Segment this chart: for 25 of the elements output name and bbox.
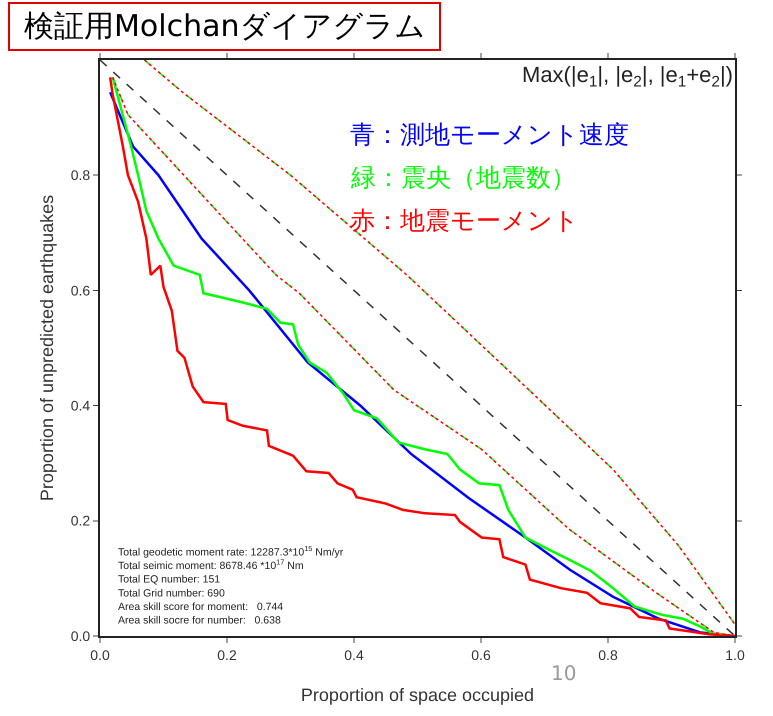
text: 青：測地モーメント速度 bbox=[350, 120, 629, 149]
annotation: Area skill score for moment: 0.744 bbox=[118, 601, 284, 614]
x-tick-label: 0.0 bbox=[90, 646, 110, 663]
annotation: Total Grid number: 690 bbox=[118, 587, 225, 600]
x-tick-label: 0.6 bbox=[471, 646, 491, 663]
x-tick-label: 1.0 bbox=[725, 646, 745, 663]
text: Max(|e$_{1}$|, |e$_{2}$|, |e$_{1}$+e$_{2}$|) bbox=[522, 62, 734, 91]
y-tick-label: 0.0 bbox=[70, 628, 90, 644]
annotation: Total seimic moment: 8678.46 *10$^{17}$ Nm bbox=[118, 558, 304, 572]
x-tick-label: 0.4 bbox=[344, 646, 364, 663]
y-axis-title: Proportion of unpredicted earthquakes bbox=[37, 194, 57, 502]
annotation: Area skill socre for number: 0.638 bbox=[118, 614, 281, 627]
x-tick-label: 0.2 bbox=[217, 646, 237, 663]
y-tick-label: 0.8 bbox=[70, 167, 90, 184]
annotation: Total geodetic moment rate: 12287.3*10$^{15}$ Nm/yr bbox=[118, 544, 344, 558]
annotation: Total EQ number: 151 bbox=[118, 574, 220, 586]
y-tick-label: 0.6 bbox=[70, 282, 90, 298]
text: 赤：地震モーメント bbox=[350, 206, 579, 235]
text: 10 bbox=[551, 661, 576, 685]
x-axis-title: Proportion of space occupied bbox=[300, 685, 534, 705]
chart-title: 検証用Molchanダイアグラム bbox=[8, 2, 442, 51]
y-tick-label: 0.2 bbox=[70, 512, 90, 529]
y-tick-label: 0.4 bbox=[70, 398, 90, 414]
text: 緑：震央（地震数） bbox=[350, 163, 576, 192]
x-tick-label: 0.8 bbox=[598, 646, 618, 663]
